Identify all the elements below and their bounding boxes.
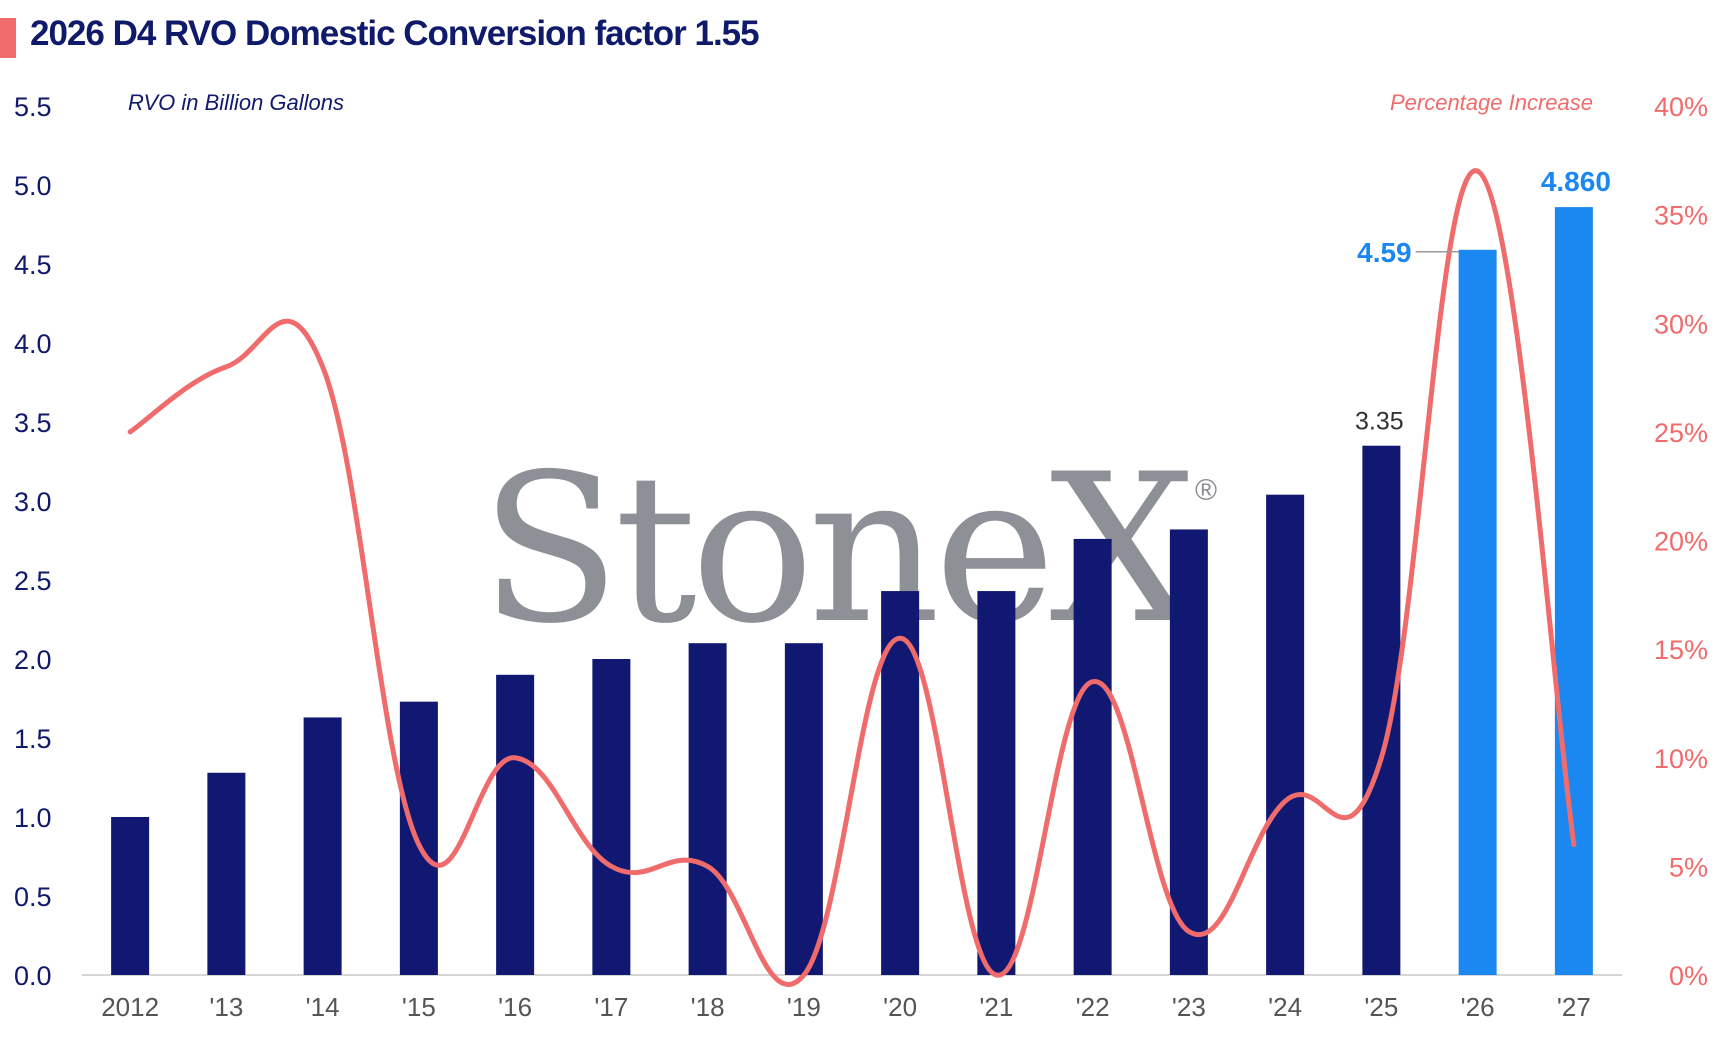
- x-axis-tick-label: '18: [691, 992, 725, 1022]
- x-axis-tick-label: '15: [402, 992, 436, 1022]
- bar-rvo: [688, 643, 727, 975]
- left-axis-tick-label: 1.5: [14, 724, 52, 754]
- x-axis-tick-label: 2012: [101, 992, 159, 1022]
- left-axis-tick-label: 2.0: [14, 645, 52, 675]
- right-axis-tick-label: 5%: [1669, 852, 1708, 882]
- right-axis-tick-label: 15%: [1654, 635, 1708, 665]
- x-axis-tick-label: '13: [209, 992, 243, 1022]
- data-label: 3.35: [1355, 408, 1404, 436]
- x-axis-tick-label: '20: [883, 992, 917, 1022]
- left-axis-tick-label: 0.0: [14, 961, 52, 991]
- bar-rvo: [111, 817, 150, 975]
- bar-rvo: [207, 772, 246, 975]
- left-axis-tick-label: 1.0: [14, 803, 52, 833]
- bar-rvo: [496, 674, 535, 975]
- right-axis-tick-label: 20%: [1654, 527, 1708, 557]
- bar-rvo: [1073, 538, 1112, 975]
- bar-rvo: [1554, 207, 1593, 975]
- title-accent-bar: [0, 18, 16, 58]
- left-axis-tick-label: 0.5: [14, 882, 52, 912]
- right-axis-tick-label: 25%: [1654, 418, 1708, 448]
- bar-rvo: [1458, 249, 1497, 975]
- right-axis-tick-label: 30%: [1654, 309, 1708, 339]
- x-axis-tick-label: '26: [1461, 992, 1495, 1022]
- line-percentage-increase: [127, 168, 1577, 987]
- bar-rvo: [784, 643, 823, 975]
- right-axis-tick-label: 35%: [1654, 201, 1708, 231]
- x-axis-tick-label: '14: [306, 992, 340, 1022]
- bar-rvo: [592, 659, 631, 975]
- left-axis-tick-label: 5.5: [14, 92, 52, 122]
- left-axis-title: RVO in Billion Gallons: [128, 90, 344, 115]
- right-axis-tick-label: 40%: [1654, 92, 1708, 122]
- left-axis-tick-label: 2.5: [14, 566, 52, 596]
- left-axis-tick-label: 3.5: [14, 408, 52, 438]
- x-axis-tick-label: '21: [979, 992, 1013, 1022]
- x-axis-tick-label: '16: [498, 992, 532, 1022]
- left-axis-tick-label: 4.5: [14, 250, 52, 280]
- left-axis-tick-label: 4.0: [14, 329, 52, 359]
- bar-rvo: [303, 717, 342, 975]
- bar-rvo: [1169, 529, 1208, 975]
- left-axis-tick-label: 5.0: [14, 171, 52, 201]
- bar-rvo: [1266, 494, 1305, 975]
- data-label: 4.860: [1541, 166, 1611, 197]
- left-axis-tick-label: 3.0: [14, 487, 52, 517]
- x-axis-tick-label: '23: [1172, 992, 1206, 1022]
- right-axis-tick-label: 10%: [1654, 744, 1708, 774]
- x-axis-tick-label: '25: [1364, 992, 1398, 1022]
- x-axis-tick-label: '17: [594, 992, 628, 1022]
- right-axis-title: Percentage Increase: [1390, 90, 1593, 115]
- x-axis-tick-label: '19: [787, 992, 821, 1022]
- bar-rvo: [977, 591, 1016, 975]
- x-axis-tick-label: '27: [1557, 992, 1591, 1022]
- x-axis-tick-label: '24: [1268, 992, 1302, 1022]
- data-label: 4.59: [1357, 237, 1412, 268]
- watermark-registered-mark: ®: [1195, 474, 1217, 507]
- right-axis-tick-label: 0%: [1669, 961, 1708, 991]
- chart-title: 2026 D4 RVO Domestic Conversion factor 1…: [30, 14, 760, 53]
- x-axis-tick-label: '22: [1076, 992, 1110, 1022]
- bar-rvo: [399, 701, 438, 975]
